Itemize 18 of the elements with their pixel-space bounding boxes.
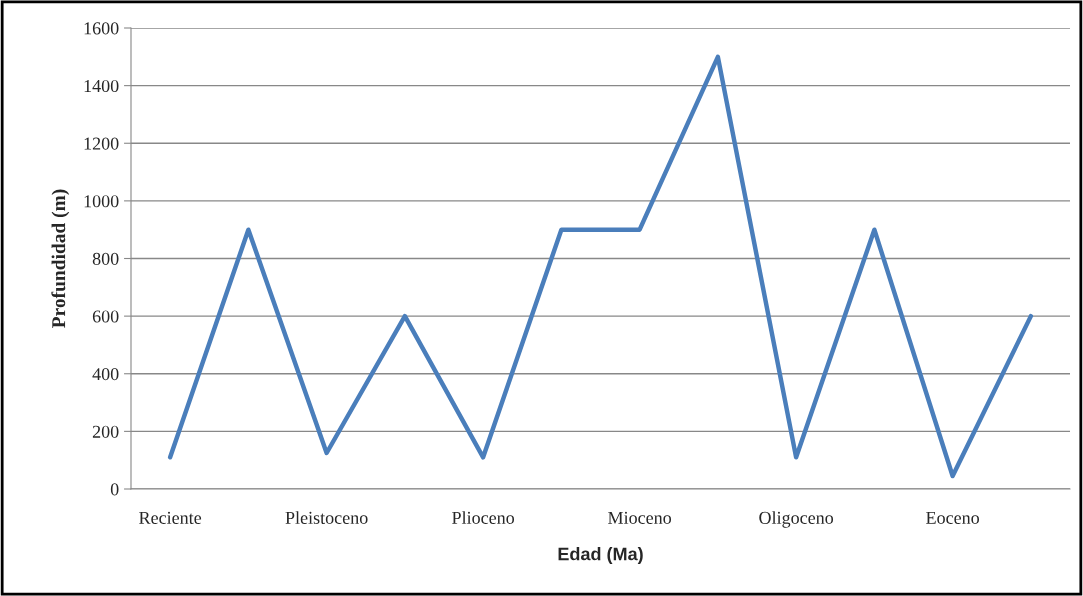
y-tick-label: 800 — [92, 252, 119, 265]
y-tick-label: 0 — [110, 483, 119, 496]
x-tick-label: Mioceno — [608, 511, 672, 524]
x-tick-label: Reciente — [139, 511, 202, 524]
y-tick-label: 1000 — [84, 195, 119, 208]
x-tick-label: Plioceno — [452, 511, 515, 524]
x-axis-title: Edad (Ma) — [558, 547, 643, 564]
x-tick-label: Pleistoceno — [285, 511, 368, 524]
y-tick-label: 1600 — [84, 22, 119, 35]
y-axis-title: Profundidad (m) — [51, 189, 70, 328]
y-tick-label: 1400 — [84, 79, 119, 93]
x-tick-label: Oligoceno — [759, 511, 834, 528]
y-tick-label: 600 — [92, 310, 119, 323]
y-tick-label: 400 — [92, 368, 119, 381]
y-tick-label: 1200 — [84, 137, 119, 150]
line-series — [167, 54, 1034, 479]
y-tick-label: 200 — [92, 425, 119, 438]
x-tick-label: Eoceno — [926, 511, 980, 524]
